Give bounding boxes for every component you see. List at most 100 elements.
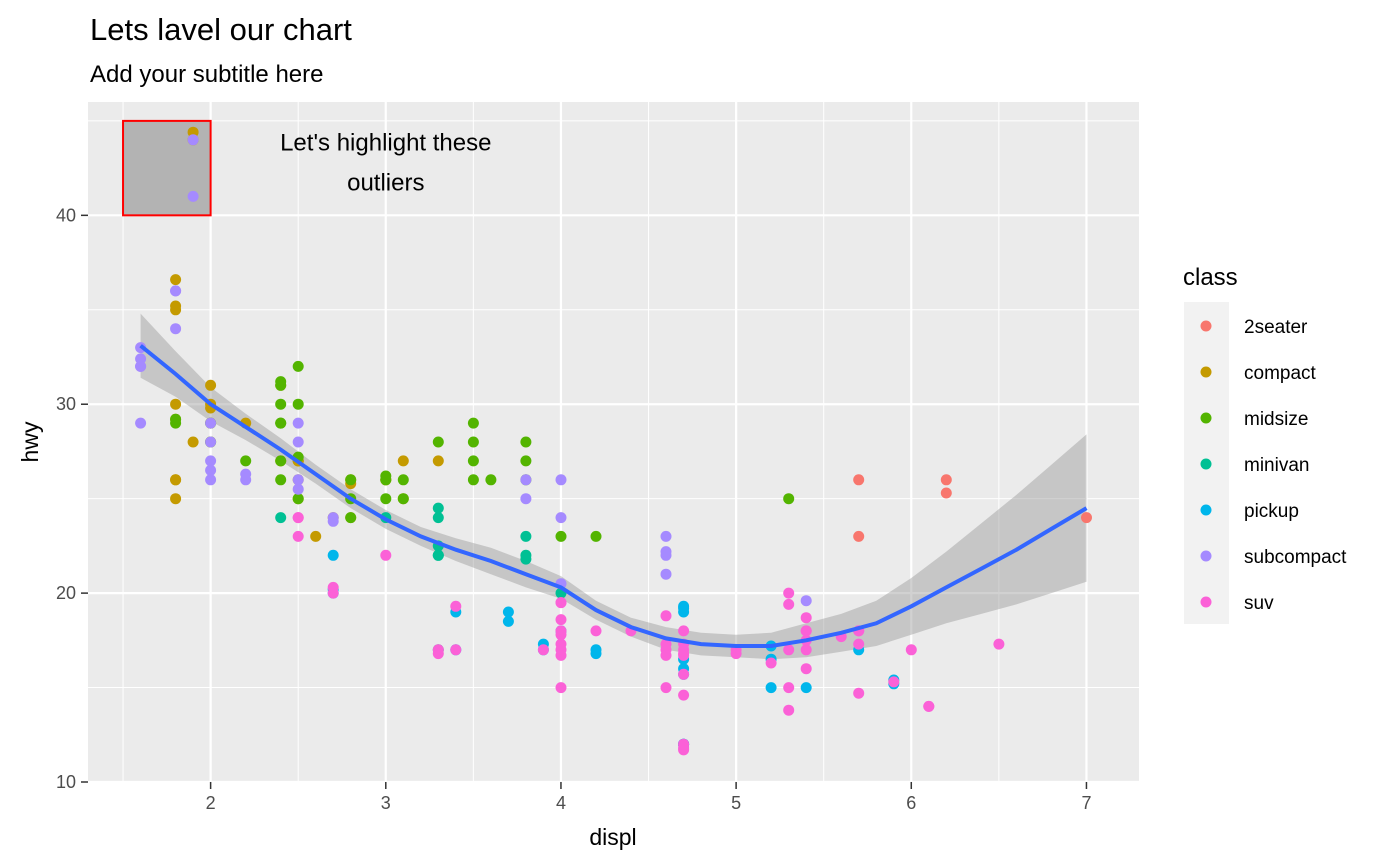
plot-panel (88, 102, 1139, 782)
point-subcompact (555, 512, 567, 524)
point-subcompact (205, 417, 217, 429)
legend-key-midsize (1200, 412, 1212, 424)
point-suv (660, 649, 672, 661)
point-suv (678, 738, 690, 750)
point-pickup (590, 648, 602, 660)
point-subcompact (135, 360, 147, 372)
point-suv (555, 597, 567, 609)
point-subcompact (205, 474, 217, 486)
point-compact (432, 455, 444, 467)
point-midsize (467, 417, 479, 429)
point-suv (783, 587, 795, 599)
x-axis: 2 3 4 5 6 7 (206, 782, 1091, 813)
point-subcompact (205, 455, 217, 467)
legend-label-midsize: midsize (1244, 409, 1308, 430)
point-suv (783, 682, 795, 694)
point-minivan (432, 549, 444, 561)
point-subcompact (520, 493, 532, 505)
legend: 2seater compact midsize minivan pickup subcom… (1200, 317, 1347, 614)
legend-label-minivan: minivan (1244, 455, 1309, 476)
point-suv (993, 638, 1005, 650)
legend-key-compact (1200, 366, 1212, 378)
point-subcompact (800, 595, 812, 607)
point-compact (187, 126, 199, 138)
point-pickup (327, 549, 339, 561)
point-suv (555, 629, 567, 641)
y-tick-label: 40 (56, 205, 76, 225)
point-pickup (765, 682, 777, 694)
point-midsize (467, 436, 479, 448)
point-midsize (485, 474, 497, 486)
point-suv (678, 649, 690, 661)
point-midsize (345, 512, 357, 524)
point-subcompact (187, 190, 199, 202)
point-suv (555, 682, 567, 694)
point-subcompact (660, 546, 672, 558)
point-suv (905, 644, 917, 656)
x-tick-label: 2 (206, 793, 216, 813)
point-suv (380, 549, 392, 561)
point-suv (678, 668, 690, 680)
y-tick-label: 30 (56, 394, 76, 414)
legend-title: class (1183, 264, 1238, 291)
y-tick-label: 10 (56, 772, 76, 792)
legend-label-2seater: 2seater (1244, 317, 1308, 338)
y-axis-title: hwy (17, 421, 43, 462)
point-subcompact (292, 417, 304, 429)
point-compact (170, 274, 182, 286)
point-suv (765, 657, 777, 669)
data-points (135, 126, 1092, 756)
point-suv (555, 649, 567, 661)
point-compact (310, 530, 322, 542)
point-minivan (275, 512, 287, 524)
point-minivan (432, 502, 444, 514)
point-suv (888, 676, 900, 688)
x-axis-title: displ (589, 824, 636, 850)
x-tick-label: 4 (556, 793, 566, 813)
point-midsize (275, 398, 287, 410)
point-suv (327, 581, 339, 593)
point-subcompact (660, 530, 672, 542)
point-midsize (345, 474, 357, 486)
point-midsize (467, 474, 479, 486)
point-pickup (502, 606, 514, 618)
point-suv (555, 614, 567, 626)
point-suv (450, 600, 462, 612)
point-compact (205, 379, 217, 391)
x-tick-label: 5 (731, 793, 741, 813)
y-axis: 10 20 30 40 (56, 205, 88, 792)
point-midsize (520, 455, 532, 467)
legend-key-suv (1200, 596, 1212, 608)
point-subcompact (660, 568, 672, 580)
x-tick-label: 6 (906, 793, 916, 813)
point-subcompact (327, 515, 339, 527)
point-midsize (292, 398, 304, 410)
point-2seater (940, 487, 952, 499)
point-subcompact (240, 468, 252, 480)
point-suv (555, 638, 567, 650)
point-suv (537, 644, 549, 656)
point-minivan (520, 553, 532, 565)
point-pickup (502, 615, 514, 627)
point-subcompact (170, 285, 182, 297)
point-midsize (275, 474, 287, 486)
chart-title: Lets lavel our chart (90, 12, 352, 47)
point-suv (292, 530, 304, 542)
point-suv (730, 648, 742, 660)
point-midsize (170, 413, 182, 425)
point-compact (170, 300, 182, 312)
point-subcompact (135, 417, 147, 429)
point-suv (853, 687, 865, 699)
point-subcompact (292, 483, 304, 495)
x-tick-label: 7 (1081, 793, 1091, 813)
point-2seater (853, 474, 865, 486)
point-suv (800, 625, 812, 637)
legend-key-2seater (1200, 320, 1212, 332)
point-subcompact (520, 474, 532, 486)
point-midsize (275, 455, 287, 467)
point-subcompact (205, 464, 217, 476)
point-midsize (397, 493, 409, 505)
point-compact (170, 398, 182, 410)
point-2seater (1081, 512, 1092, 524)
smooth-curve (139, 344, 1088, 648)
